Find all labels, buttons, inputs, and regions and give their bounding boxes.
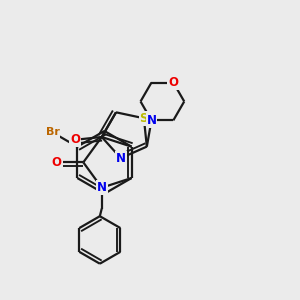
Text: N: N [146,114,157,127]
Text: N: N [116,152,126,165]
Text: S: S [140,112,148,125]
Text: O: O [52,156,62,169]
Text: N: N [97,181,107,194]
Text: O: O [70,133,80,146]
Text: O: O [168,76,178,89]
Text: Br: Br [46,128,59,137]
